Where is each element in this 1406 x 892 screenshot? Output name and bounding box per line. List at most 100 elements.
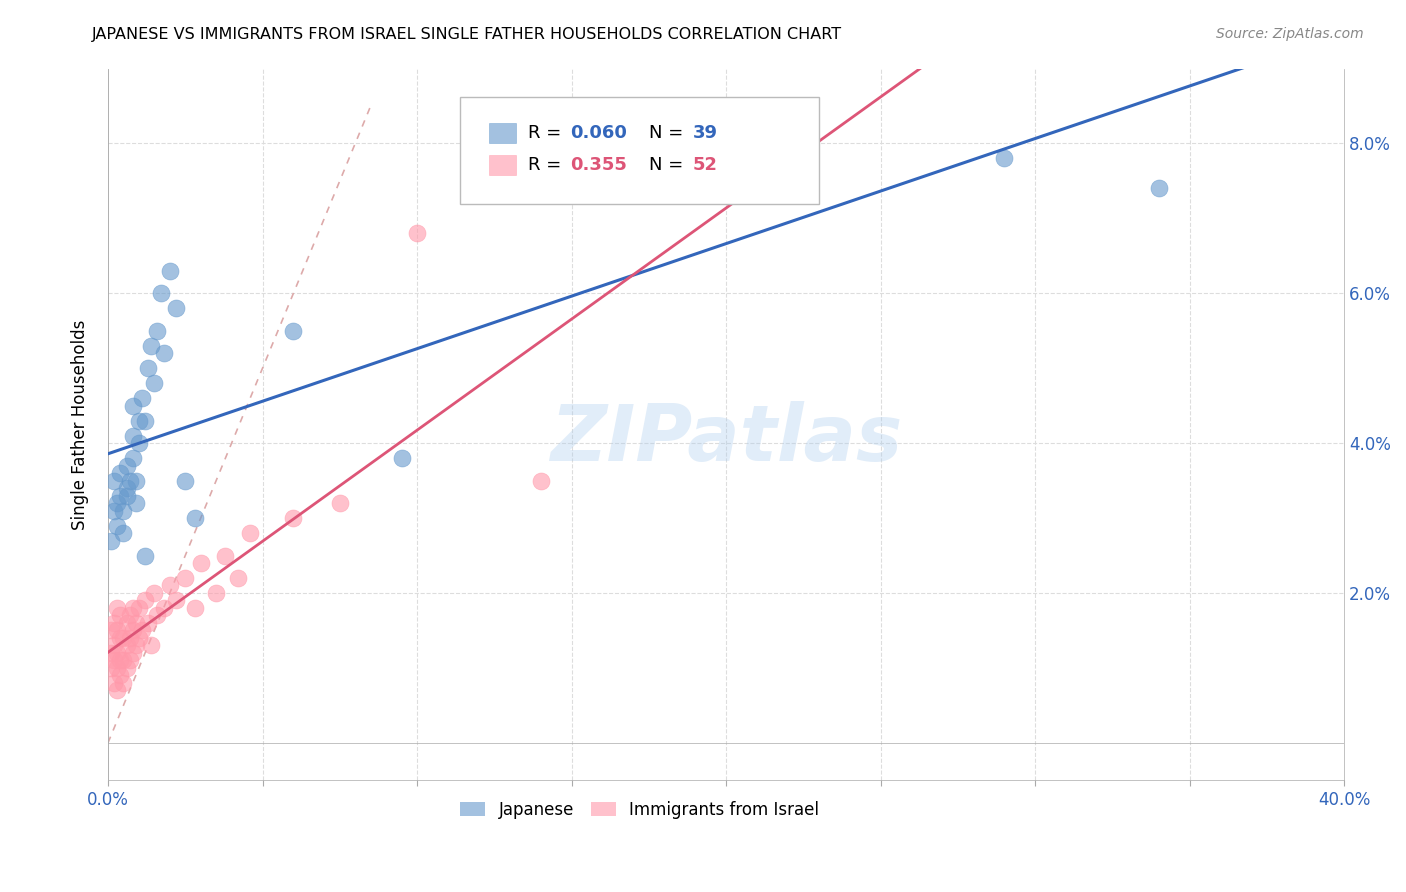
Point: [121, 601, 143, 615]
Point: [112, 526, 135, 541]
Text: JAPANESE VS IMMIGRANTS FROM ISRAEL SINGLE FATHER HOUSEHOLDS CORRELATION CHART: JAPANESE VS IMMIGRANTS FROM ISRAEL SINGL…: [91, 27, 842, 42]
Point: [112, 631, 135, 645]
Point: [121, 399, 143, 413]
Text: 52: 52: [693, 155, 717, 174]
Point: [118, 631, 141, 645]
Point: [174, 474, 197, 488]
Point: [159, 578, 181, 592]
Point: [103, 653, 125, 667]
Point: [105, 661, 128, 675]
Point: [121, 428, 143, 442]
Point: [141, 639, 163, 653]
Point: [125, 615, 148, 630]
Point: [115, 489, 138, 503]
Point: [214, 549, 236, 563]
Point: [391, 451, 413, 466]
Point: [136, 615, 159, 630]
Point: [121, 624, 143, 638]
Point: [112, 503, 135, 517]
Point: [121, 646, 143, 660]
Point: [115, 661, 138, 675]
Point: [115, 481, 138, 495]
Point: [159, 264, 181, 278]
Point: [128, 631, 150, 645]
Bar: [489, 122, 516, 143]
Text: R =: R =: [529, 155, 567, 174]
Text: 0.060: 0.060: [571, 124, 627, 142]
Text: 0.355: 0.355: [571, 155, 627, 174]
Point: [183, 511, 205, 525]
Point: [103, 503, 125, 517]
Point: [112, 676, 135, 690]
Point: [283, 324, 305, 338]
Point: [283, 511, 305, 525]
Point: [143, 376, 166, 391]
Point: [105, 496, 128, 510]
Point: [121, 451, 143, 466]
Point: [239, 526, 262, 541]
Point: [128, 436, 150, 450]
Point: [406, 227, 429, 241]
Point: [110, 631, 132, 645]
Point: [134, 549, 156, 563]
Point: [146, 608, 169, 623]
Point: [136, 361, 159, 376]
Point: [110, 466, 132, 480]
Bar: [489, 154, 516, 175]
Text: R =: R =: [529, 124, 567, 142]
Point: [1147, 181, 1170, 195]
Point: [128, 601, 150, 615]
Point: [128, 414, 150, 428]
Point: [118, 608, 141, 623]
Point: [105, 518, 128, 533]
Point: [118, 653, 141, 667]
Text: 39: 39: [693, 124, 717, 142]
Point: [105, 683, 128, 698]
Point: [152, 346, 174, 360]
Point: [329, 496, 352, 510]
Point: [103, 615, 125, 630]
Point: [143, 586, 166, 600]
Point: [100, 646, 122, 660]
Text: Source: ZipAtlas.com: Source: ZipAtlas.com: [1216, 27, 1364, 41]
Point: [149, 286, 172, 301]
Point: [115, 458, 138, 473]
Point: [131, 624, 153, 638]
Point: [100, 624, 122, 638]
Point: [125, 639, 148, 653]
Point: [141, 339, 163, 353]
Point: [115, 639, 138, 653]
Point: [105, 624, 128, 638]
Point: [134, 414, 156, 428]
Text: N =: N =: [650, 155, 689, 174]
Point: [110, 608, 132, 623]
Point: [714, 159, 737, 173]
Point: [146, 324, 169, 338]
Point: [530, 474, 553, 488]
Point: [103, 676, 125, 690]
Point: [152, 601, 174, 615]
Point: [205, 586, 228, 600]
Point: [105, 646, 128, 660]
Point: [110, 489, 132, 503]
Point: [134, 593, 156, 607]
Legend: Japanese, Immigrants from Israel: Japanese, Immigrants from Israel: [454, 794, 825, 825]
Y-axis label: Single Father Households: Single Father Households: [72, 319, 89, 530]
Point: [100, 661, 122, 675]
Point: [103, 639, 125, 653]
FancyBboxPatch shape: [460, 97, 818, 203]
Text: ZIPatlas: ZIPatlas: [550, 401, 903, 476]
Point: [165, 593, 187, 607]
Point: [993, 152, 1015, 166]
Point: [112, 653, 135, 667]
Point: [100, 533, 122, 548]
Point: [190, 556, 212, 570]
Point: [110, 668, 132, 682]
Point: [105, 601, 128, 615]
Point: [115, 615, 138, 630]
Point: [125, 474, 148, 488]
Point: [226, 571, 249, 585]
Text: N =: N =: [650, 124, 689, 142]
Point: [103, 474, 125, 488]
Point: [118, 474, 141, 488]
